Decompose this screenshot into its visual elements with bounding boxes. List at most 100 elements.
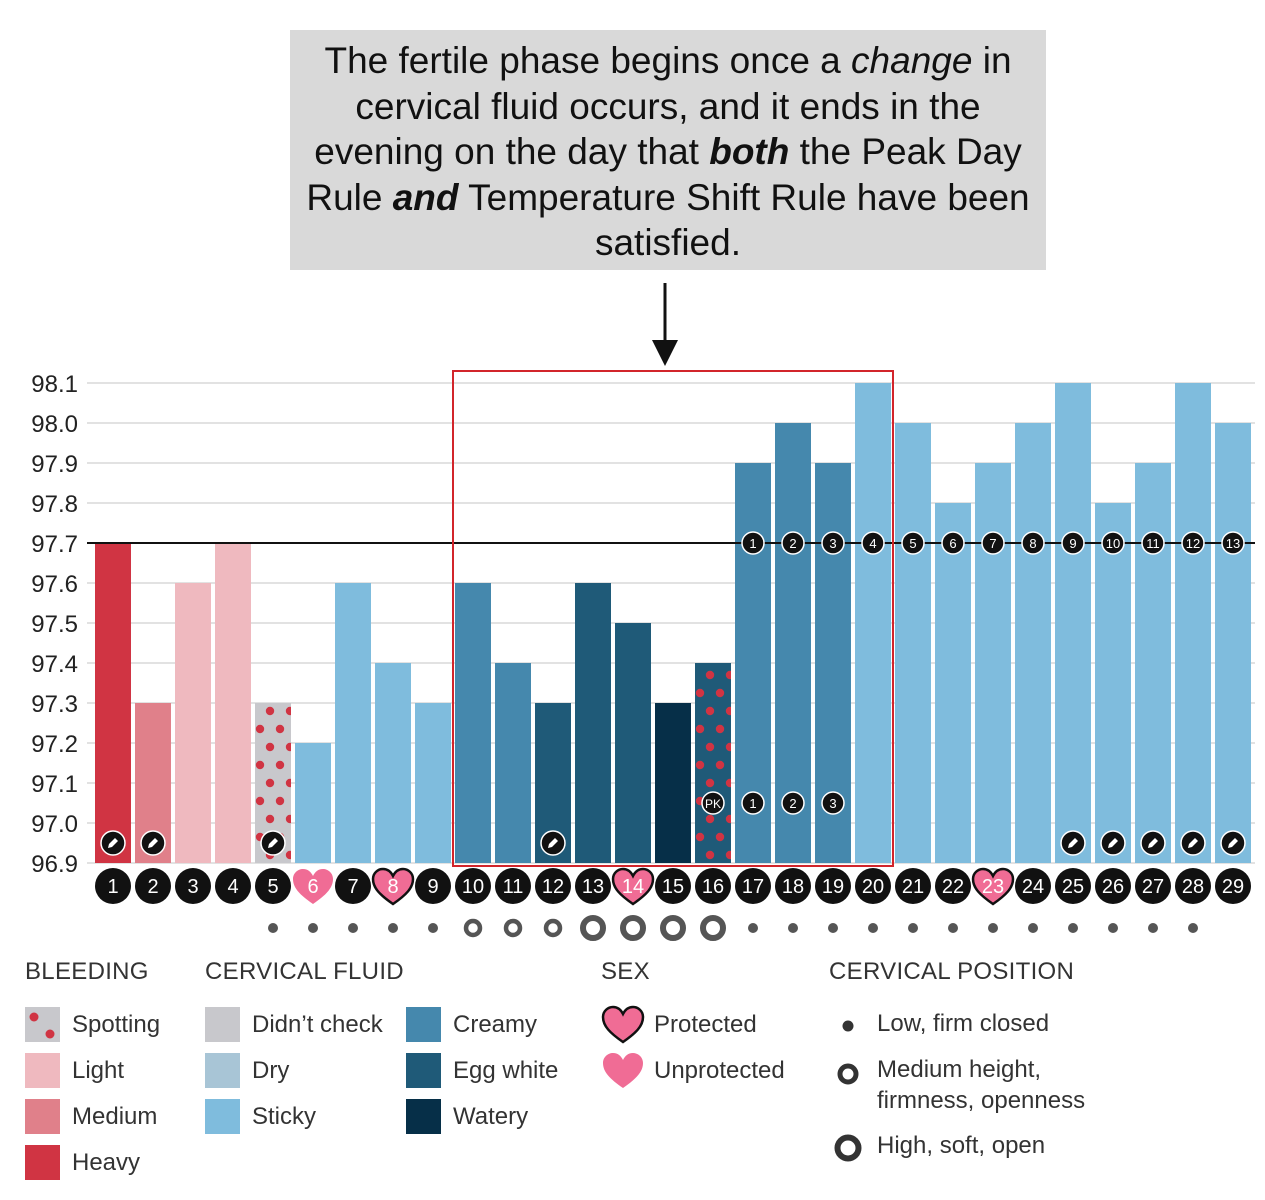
cervical-position-low [1188,923,1198,933]
bar-day-27 [1135,463,1171,863]
day-badge [895,868,931,904]
day-number: 19 [822,876,844,898]
legend-item-dry: Dry [205,1053,289,1088]
bar-day-8 [375,663,411,863]
day-number: 28 [1182,876,1204,898]
day-badge [175,868,211,904]
peak-count: 3 [829,796,836,811]
day-badge [775,868,811,904]
legend-item-egg-white: Egg white [406,1053,558,1088]
egg-white-swatch [406,1053,441,1088]
y-tick-label: 97.8 [31,491,78,518]
cervical-position-low [1068,923,1078,933]
cervical-position-medium [503,918,523,938]
cervical-position-low [788,923,798,933]
day-number: 21 [902,876,924,898]
peak-count-badge [821,791,845,815]
bar-day-24 [1015,423,1051,863]
callout-text-4: Temperature Shift Rule have been satisfi… [458,176,1030,264]
didnt-check-swatch [205,1007,240,1042]
day-badge [815,868,851,904]
callout-annotation: The fertile phase begins once a change i… [290,30,1046,270]
peak-count: 1 [749,796,756,811]
cervical-position-low [908,923,918,933]
temp-shift-count-badge [1061,531,1085,555]
y-tick-label: 97.9 [31,451,78,478]
day-badge [455,868,491,904]
day-number: 26 [1102,876,1124,898]
day-badge [655,868,691,904]
legend-item-spotting: Spotting [25,1007,160,1042]
bar-day-7 [335,583,371,863]
bar-day-3 [175,583,211,863]
cervical-position-high [580,915,606,941]
cervical-position-low [388,923,398,933]
peak-count-badge [781,791,805,815]
y-tick-label: 96.9 [31,851,78,878]
day-badge [495,868,531,904]
temp-shift-count-badge [1181,531,1205,555]
cervical-position-high [700,915,726,941]
temp-shift-count-badge [1021,531,1045,555]
cervical-position-low [868,923,878,933]
heart-icon [293,869,333,904]
day-number: 2 [147,876,158,898]
legend-label: Egg white [453,1056,559,1084]
temp-shift-count-badge [941,531,965,555]
temp-shift-count-badge [741,531,765,555]
temp-shift-count: 6 [949,536,956,551]
pencil-icon-shape [1228,838,1238,848]
legend-item-unprotected: Unprotected [601,1051,785,1091]
callout-text-2: in cervical fluid occurs, and it ends in… [314,40,1012,172]
y-tick-label: 97.3 [31,691,78,718]
legend-label: Dry [252,1056,290,1084]
pencil-icon-shape [268,838,278,848]
legend-cervical-position-title: CERVICAL POSITION [829,958,1075,985]
watery-swatch [406,1099,441,1134]
day-number: 18 [782,876,804,898]
temp-shift-count-badge [1221,531,1245,555]
day-number: 20 [862,876,884,898]
day-badge [215,868,251,904]
spotting-swatch [25,1007,60,1042]
day-number: 6 [307,876,318,898]
callout-text-1: The fertile phase begins once a [324,40,852,81]
temp-shift-count-badge [1141,531,1165,555]
temp-shift-count: 5 [909,536,916,551]
callout-emphasis-and: and [392,176,459,218]
temp-shift-count: 10 [1106,536,1120,551]
temp-shift-count-badge [901,531,925,555]
legend-label: Heavy [72,1148,141,1176]
bar-day-10 [455,583,491,863]
y-tick-label: 97.4 [31,651,78,678]
temp-shift-count: 1 [749,536,756,551]
creamy-swatch [406,1007,441,1042]
bar-day-28 [1175,383,1211,863]
day-number: 23 [982,876,1004,898]
bar-day-23 [975,463,1011,863]
day-number: 10 [462,876,484,898]
day-number: 17 [742,876,764,898]
legend-position-low: Low, firm closed [877,1010,1050,1037]
y-tick-label: 97.6 [31,571,78,598]
bar-day-22 [935,503,971,863]
day-number: 8 [387,876,398,898]
day-badge [95,868,131,904]
pencil-icon-shape [148,838,158,848]
legend-item-creamy: Creamy [406,1007,537,1042]
day-number: 15 [662,876,684,898]
legend-label: Watery [453,1102,529,1130]
fertile-window-box [452,370,894,867]
day-badge [255,868,291,904]
day-number: 16 [702,876,724,898]
cervical-position-low [948,923,958,933]
day-number: 25 [1062,876,1084,898]
y-tick-label: 97.2 [31,731,78,758]
temp-shift-count: 4 [869,536,876,551]
bar-day-4 [215,543,251,863]
dry-swatch [205,1053,240,1088]
cervical-position-low [348,923,358,933]
cervical-position-high [660,915,686,941]
day-badge [695,868,731,904]
day-number: 24 [1022,876,1044,898]
